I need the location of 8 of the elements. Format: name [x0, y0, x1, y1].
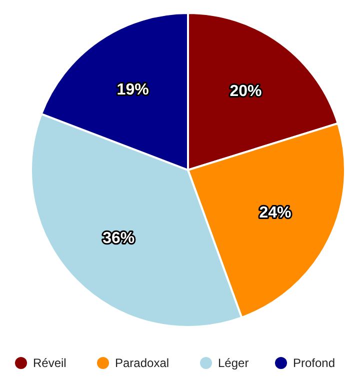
legend-label: Profond: [293, 356, 336, 370]
legend-label: Léger: [218, 356, 249, 370]
legend-label: Réveil: [33, 356, 66, 370]
data-label: 19%: [116, 81, 149, 98]
data-label: 36%: [102, 230, 135, 247]
legend-label: Paradoxal: [115, 356, 170, 370]
data-label: 20%: [230, 83, 262, 100]
data-label: 24%: [259, 204, 292, 222]
